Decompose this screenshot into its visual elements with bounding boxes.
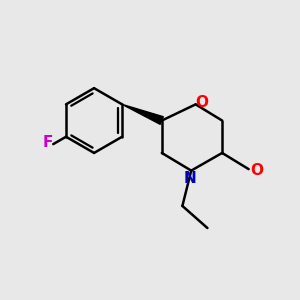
- Polygon shape: [122, 104, 163, 124]
- Text: O: O: [196, 95, 208, 110]
- Text: N: N: [183, 171, 196, 186]
- Text: F: F: [42, 135, 52, 150]
- Text: O: O: [250, 163, 263, 178]
